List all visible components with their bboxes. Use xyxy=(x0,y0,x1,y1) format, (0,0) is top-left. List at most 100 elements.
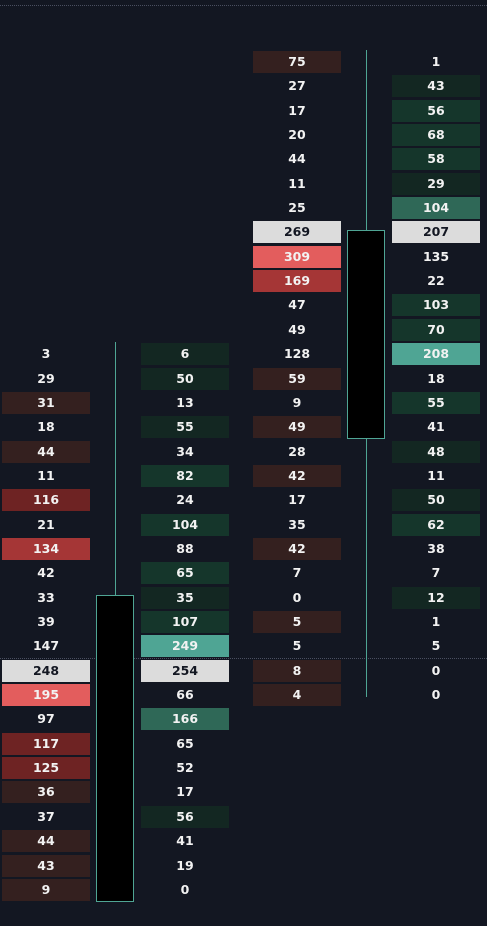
ask-volume-cell: 207 xyxy=(392,221,480,244)
ask-volume-cell: 0 xyxy=(392,684,480,707)
bid-volume-cell: 28 xyxy=(253,440,341,463)
ask-volume-cell: 41 xyxy=(392,416,480,439)
ask-volume-cell: 17 xyxy=(141,781,229,804)
bid-volume-cell: 39 xyxy=(2,611,90,634)
bid-volume-cell: 3 xyxy=(2,343,90,366)
ask-volume-cell: 7 xyxy=(392,562,480,585)
bid-volume-cell: 147 xyxy=(2,635,90,658)
bid-volume-cell: 29 xyxy=(2,367,90,390)
ask-volume-cell: 50 xyxy=(392,489,480,512)
bid-volume-cell: 9 xyxy=(253,391,341,414)
bid-volume-cell: 309 xyxy=(253,245,341,268)
ask-volume-cell: 56 xyxy=(141,805,229,828)
ask-volume-cell: 55 xyxy=(141,416,229,439)
ask-volume-cell: 249 xyxy=(141,635,229,658)
ask-volume-cell: 65 xyxy=(141,562,229,585)
bid-volume-cell: 25 xyxy=(253,197,341,220)
bid-volume-cell: 31 xyxy=(2,391,90,414)
bid-volume-cell: 44 xyxy=(2,830,90,853)
bid-volume-cell: 7 xyxy=(253,562,341,585)
ask-volume-cell: 56 xyxy=(392,99,480,122)
bid-volume-cell: 49 xyxy=(253,416,341,439)
bid-volume-cell: 11 xyxy=(253,172,341,195)
ask-volume-cell: 11 xyxy=(392,464,480,487)
bid-volume-cell: 37 xyxy=(2,805,90,828)
ask-volume-cell: 5 xyxy=(392,635,480,658)
ask-volume-cell: 22 xyxy=(392,270,480,293)
bid-volume-cell: 42 xyxy=(2,562,90,585)
bid-volume-cell: 4 xyxy=(253,684,341,707)
ask-volume-cell: 52 xyxy=(141,757,229,780)
crosshair-line xyxy=(0,658,487,659)
ask-volume-cell: 38 xyxy=(392,537,480,560)
bid-volume-cell: 44 xyxy=(253,148,341,171)
bid-volume-cell: 47 xyxy=(253,294,341,317)
ask-volume-cell: 254 xyxy=(141,659,229,682)
bid-volume-cell: 195 xyxy=(2,684,90,707)
ask-volume-cell: 1 xyxy=(392,611,480,634)
bid-volume-cell: 269 xyxy=(253,221,341,244)
bid-volume-cell: 8 xyxy=(253,659,341,682)
bid-volume-cell: 33 xyxy=(2,586,90,609)
bid-volume-cell: 9 xyxy=(2,878,90,901)
ask-volume-cell: 55 xyxy=(392,391,480,414)
ask-volume-cell: 50 xyxy=(141,367,229,390)
ask-volume-cell: 70 xyxy=(392,318,480,341)
ask-volume-cell: 43 xyxy=(392,75,480,98)
ask-volume-cell: 48 xyxy=(392,440,480,463)
ask-volume-cell: 66 xyxy=(141,684,229,707)
ask-volume-cell: 19 xyxy=(141,854,229,877)
bid-volume-cell: 11 xyxy=(2,464,90,487)
ask-volume-cell: 62 xyxy=(392,513,480,536)
ask-volume-cell: 29 xyxy=(392,172,480,195)
ask-volume-cell: 6 xyxy=(141,343,229,366)
bid-volume-cell: 59 xyxy=(253,367,341,390)
bid-volume-cell: 75 xyxy=(253,50,341,73)
bid-volume-cell: 134 xyxy=(2,537,90,560)
ask-volume-cell: 35 xyxy=(141,586,229,609)
ask-volume-cell: 166 xyxy=(141,708,229,731)
bid-volume-cell: 44 xyxy=(2,440,90,463)
ask-volume-cell: 13 xyxy=(141,391,229,414)
ask-volume-cell: 24 xyxy=(141,489,229,512)
ask-volume-cell: 88 xyxy=(141,537,229,560)
bid-volume-cell: 49 xyxy=(253,318,341,341)
ask-volume-cell: 41 xyxy=(141,830,229,853)
ask-volume-cell: 0 xyxy=(141,878,229,901)
bid-volume-cell: 169 xyxy=(253,270,341,293)
ask-volume-cell: 104 xyxy=(392,197,480,220)
ask-volume-cell: 82 xyxy=(141,464,229,487)
bid-volume-cell: 27 xyxy=(253,75,341,98)
bid-volume-cell: 18 xyxy=(2,416,90,439)
ask-volume-cell: 65 xyxy=(141,732,229,755)
ask-volume-cell: 18 xyxy=(392,367,480,390)
bid-volume-cell: 43 xyxy=(2,854,90,877)
bid-volume-cell: 17 xyxy=(253,489,341,512)
top-dotted-line xyxy=(0,5,487,6)
bid-volume-cell: 97 xyxy=(2,708,90,731)
ask-volume-cell: 58 xyxy=(392,148,480,171)
bid-volume-cell: 21 xyxy=(2,513,90,536)
bid-volume-cell: 128 xyxy=(253,343,341,366)
ask-volume-cell: 1 xyxy=(392,50,480,73)
bid-volume-cell: 20 xyxy=(253,124,341,147)
candle-body xyxy=(96,595,134,903)
ask-volume-cell: 107 xyxy=(141,611,229,634)
ask-volume-cell: 208 xyxy=(392,343,480,366)
candle-body xyxy=(347,229,385,440)
bid-volume-cell: 36 xyxy=(2,781,90,804)
bid-volume-cell: 17 xyxy=(253,99,341,122)
bid-volume-cell: 5 xyxy=(253,635,341,658)
ask-volume-cell: 0 xyxy=(392,659,480,682)
bid-volume-cell: 0 xyxy=(253,586,341,609)
bid-volume-cell: 5 xyxy=(253,611,341,634)
ask-volume-cell: 34 xyxy=(141,440,229,463)
bid-volume-cell: 125 xyxy=(2,757,90,780)
bid-volume-cell: 248 xyxy=(2,659,90,682)
ask-volume-cell: 135 xyxy=(392,245,480,268)
ask-volume-cell: 12 xyxy=(392,586,480,609)
bid-volume-cell: 42 xyxy=(253,537,341,560)
ask-volume-cell: 104 xyxy=(141,513,229,536)
ask-volume-cell: 103 xyxy=(392,294,480,317)
